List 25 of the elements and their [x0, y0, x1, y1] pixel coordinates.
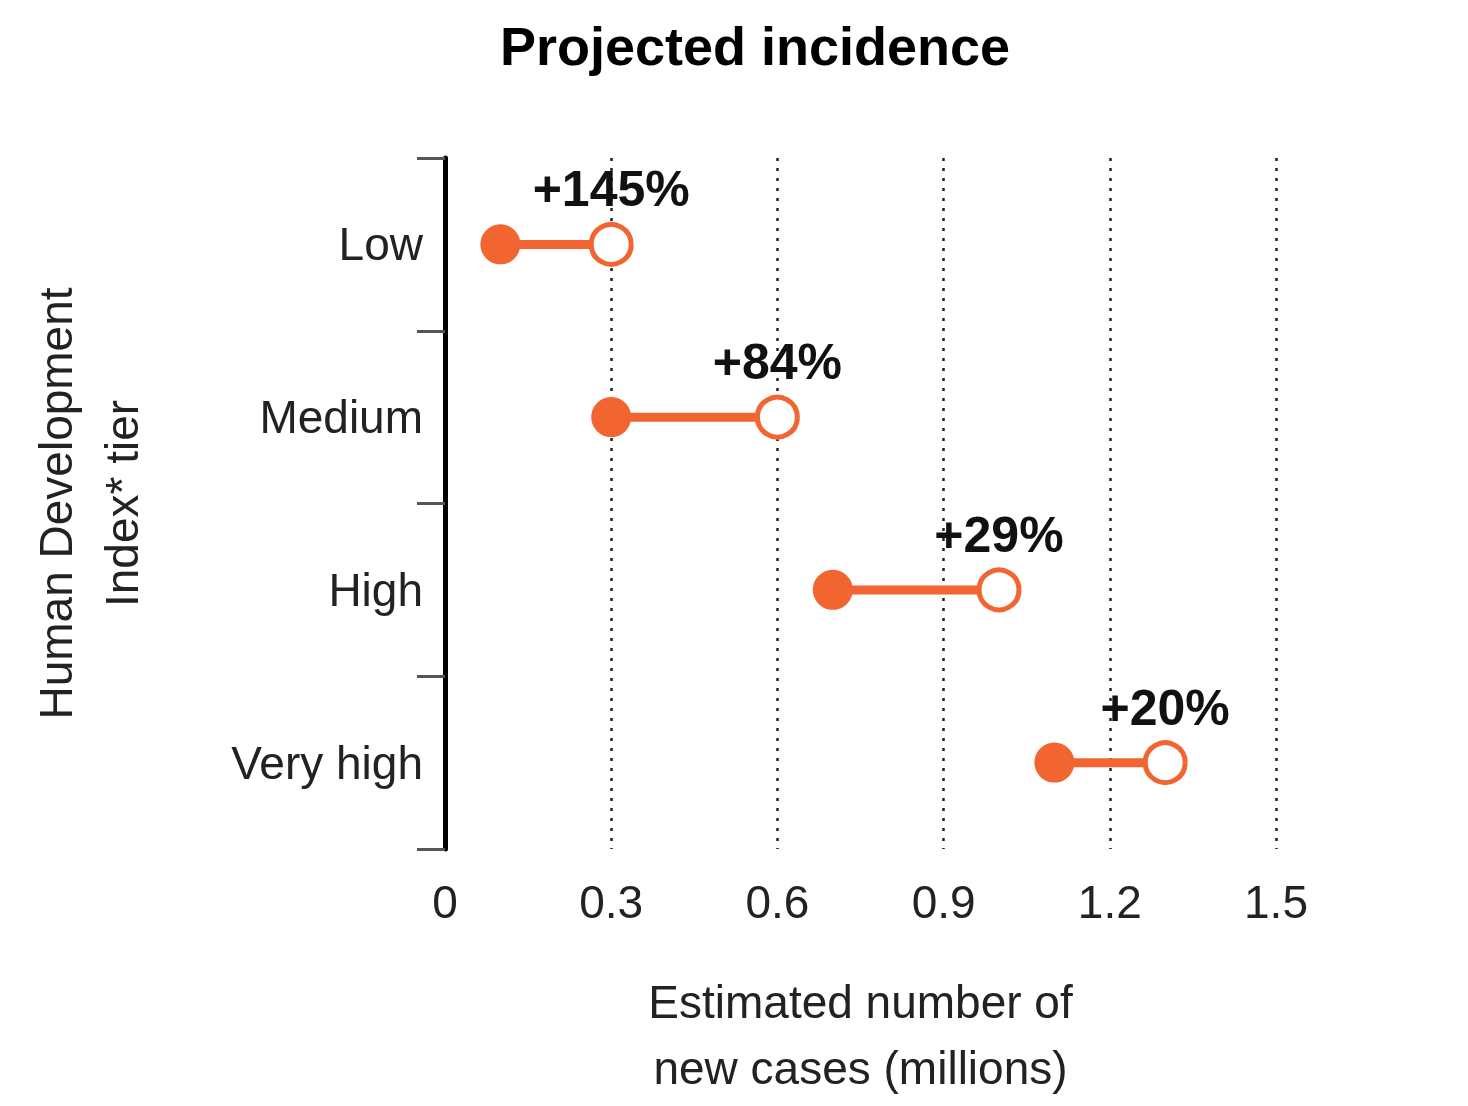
point: [588, 221, 634, 267]
annotation: +145%: [532, 161, 690, 218]
point: [591, 397, 632, 438]
x-tick-label: 0.9: [911, 876, 976, 928]
x-axis-title: Estimated number of new cases (millions): [648, 976, 1073, 1094]
y-tick-label: Medium: [259, 391, 423, 444]
point: [812, 569, 853, 610]
x-tick-label: 0: [432, 876, 458, 928]
x-tick-label: 1.2: [1077, 876, 1142, 928]
annotation: +84%: [712, 334, 843, 391]
point: [754, 394, 800, 440]
point: [976, 567, 1022, 613]
annotation: +29%: [934, 506, 1064, 563]
y-axis-title: Human Development Index* tier: [30, 287, 148, 720]
annotation: +20%: [1100, 679, 1230, 736]
x-tick-label: 0.3: [579, 876, 644, 928]
chart-title: Projected incidence: [499, 16, 1011, 76]
point: [1034, 742, 1075, 783]
y-tick-label: High: [328, 563, 423, 616]
y-tick-label: Low: [338, 218, 424, 271]
x-tick-label: 1.5: [1244, 876, 1308, 928]
y-tick-label: Very high: [231, 736, 423, 789]
point: [1142, 740, 1188, 786]
x-tick-label: 0.6: [745, 876, 810, 928]
point: [480, 224, 521, 265]
